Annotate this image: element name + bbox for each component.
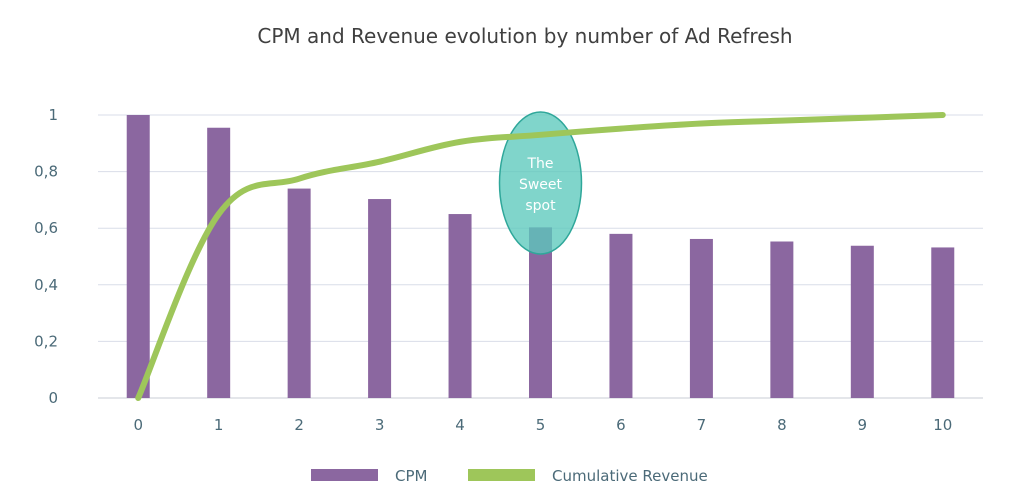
legend-swatch-cumulative-revenue bbox=[468, 469, 535, 481]
chart-title: CPM and Revenue evolution by number of A… bbox=[257, 24, 792, 48]
legend-label-cumulative-revenue: Cumulative Revenue bbox=[552, 467, 708, 485]
x-tick-label: 8 bbox=[777, 416, 787, 434]
cpm-bar bbox=[770, 241, 794, 398]
y-tick-label: 0 bbox=[48, 389, 58, 407]
x-tick-label: 1 bbox=[214, 416, 224, 434]
legend: CPM Cumulative Revenue bbox=[311, 467, 708, 485]
x-tick-label: 3 bbox=[375, 416, 385, 434]
x-tick-label: 0 bbox=[133, 416, 143, 434]
cpm-bar bbox=[931, 247, 955, 398]
cpm-bar bbox=[689, 238, 713, 398]
cpm-bar bbox=[448, 214, 472, 398]
sweet-spot-label: Sweet bbox=[519, 177, 563, 193]
legend-label-cpm: CPM bbox=[395, 467, 427, 485]
y-axis-ticks: 0 0,2 0,4 0,6 0,8 1 bbox=[34, 106, 58, 407]
x-tick-label: 6 bbox=[616, 416, 626, 434]
sweet-spot-ellipse bbox=[498, 111, 583, 255]
cpm-bar bbox=[609, 233, 633, 398]
x-tick-label: 4 bbox=[455, 416, 465, 434]
y-tick-label: 0,2 bbox=[34, 332, 58, 350]
cpm-bars bbox=[126, 115, 955, 399]
cpm-bar bbox=[368, 199, 392, 398]
cumulative-revenue-line-group bbox=[135, 112, 946, 401]
cpm-bar bbox=[850, 245, 874, 398]
x-tick-label: 10 bbox=[933, 416, 952, 434]
y-tick-label: 1 bbox=[48, 106, 58, 124]
sweet-spot-label: The bbox=[526, 156, 553, 172]
x-tick-label: 7 bbox=[697, 416, 707, 434]
x-tick-label: 5 bbox=[536, 416, 546, 434]
y-tick-label: 0,4 bbox=[34, 276, 58, 294]
x-tick-label: 9 bbox=[858, 416, 868, 434]
cumulative-revenue-line bbox=[135, 112, 946, 401]
x-tick-label: 2 bbox=[294, 416, 304, 434]
cpm-bar bbox=[207, 127, 231, 399]
sweet-spot-label: spot bbox=[525, 198, 556, 214]
cpm-bar bbox=[529, 227, 552, 398]
y-tick-label: 0,8 bbox=[34, 163, 58, 181]
x-axis-ticks: 0 1 2 3 4 5 6 7 8 9 10 bbox=[133, 416, 952, 434]
legend-swatch-cpm bbox=[311, 469, 378, 481]
cpm-bar bbox=[287, 188, 311, 398]
y-tick-label: 0,6 bbox=[34, 219, 58, 237]
sweet-spot-callout: The Sweet spot bbox=[498, 111, 583, 255]
cpm-bar bbox=[126, 115, 150, 398]
